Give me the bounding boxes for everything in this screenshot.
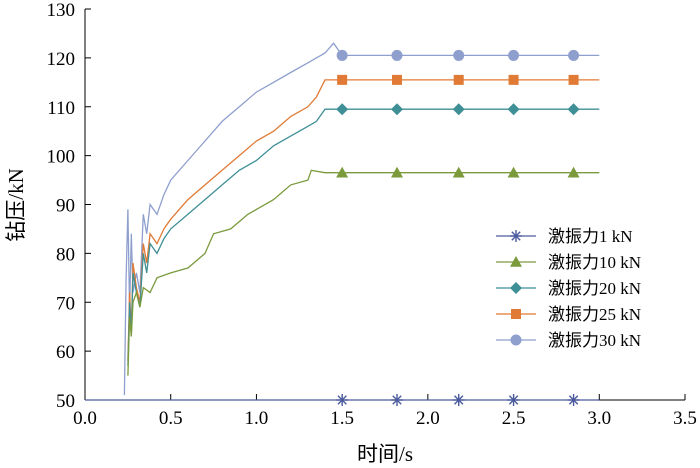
legend-marker (510, 230, 522, 242)
series-marker (391, 49, 403, 61)
legend-marker (510, 334, 522, 346)
x-tick-label: 2.0 (416, 408, 440, 429)
y-tick-label: 50 (56, 391, 75, 412)
x-tick-label: 3.0 (587, 408, 611, 429)
series-marker (507, 103, 520, 116)
series-line (123, 42, 600, 396)
series-marker (453, 74, 464, 85)
series-marker (336, 394, 349, 406)
y-tick-label: 80 (56, 244, 75, 265)
legend-label: 激振力25 kN (548, 305, 641, 324)
legend-marker (510, 282, 522, 294)
legend: 激振力1 kN 激振力10 kN 激振力20 kN 激振力25 kN 激振力30 kN (496, 227, 641, 350)
y-tick-label: 130 (47, 0, 76, 21)
series-line (127, 79, 600, 361)
series-marker (391, 394, 403, 406)
series-marker (452, 103, 465, 116)
legend-marker (510, 256, 522, 267)
y-axis-title: 钻压/kN (4, 168, 28, 242)
x-tick-label: 3.5 (673, 408, 697, 429)
series-line (127, 169, 600, 376)
series-marker (507, 394, 520, 406)
y-tick-label: 120 (47, 49, 76, 70)
series-lines (85, 42, 600, 401)
series-marker (508, 49, 520, 61)
y-ticks: 50 60 70 80 90 100 110 120 130 (47, 0, 91, 412)
series-marker (336, 103, 349, 116)
x-tick-label: 0.0 (73, 408, 97, 429)
x-tick-label: 1.5 (330, 408, 354, 429)
x-tick-label: 2.5 (502, 408, 526, 429)
x-ticks: 0.0 0.5 1.0 1.5 2.0 2.5 3.0 3.5 (73, 394, 697, 429)
y-tick-label: 90 (56, 196, 75, 217)
y-tick-label: 70 (56, 293, 75, 314)
y-tick-label: 110 (47, 98, 75, 119)
series-marker (452, 394, 465, 406)
x-axis-title: 时间/s (357, 442, 413, 466)
series-marker (568, 49, 580, 61)
series-marker (453, 49, 465, 61)
series-marker (391, 103, 403, 116)
x-tick-label: 0.5 (159, 408, 183, 429)
series-marker (508, 74, 519, 85)
series-markers (336, 49, 580, 406)
y-tick-label: 100 (47, 147, 76, 168)
legend-marker (511, 309, 521, 319)
series-marker (568, 74, 579, 85)
x-tick-label: 1.0 (245, 408, 269, 429)
y-tick-label: 60 (56, 342, 75, 363)
legend-label: 激振力1 kN (548, 227, 633, 246)
series-marker (336, 49, 348, 61)
legend-label: 激振力10 kN (548, 253, 641, 272)
series-marker (392, 74, 402, 85)
series-marker (452, 166, 465, 178)
series-marker (567, 103, 580, 116)
series-marker (391, 166, 403, 178)
legend-label: 激振力30 kN (548, 331, 641, 350)
series-marker (567, 394, 580, 406)
series-marker (567, 166, 580, 178)
series-marker (507, 166, 520, 178)
legend-label: 激振力20 kN (548, 279, 641, 298)
series-marker (337, 74, 348, 85)
series-marker (336, 166, 349, 178)
